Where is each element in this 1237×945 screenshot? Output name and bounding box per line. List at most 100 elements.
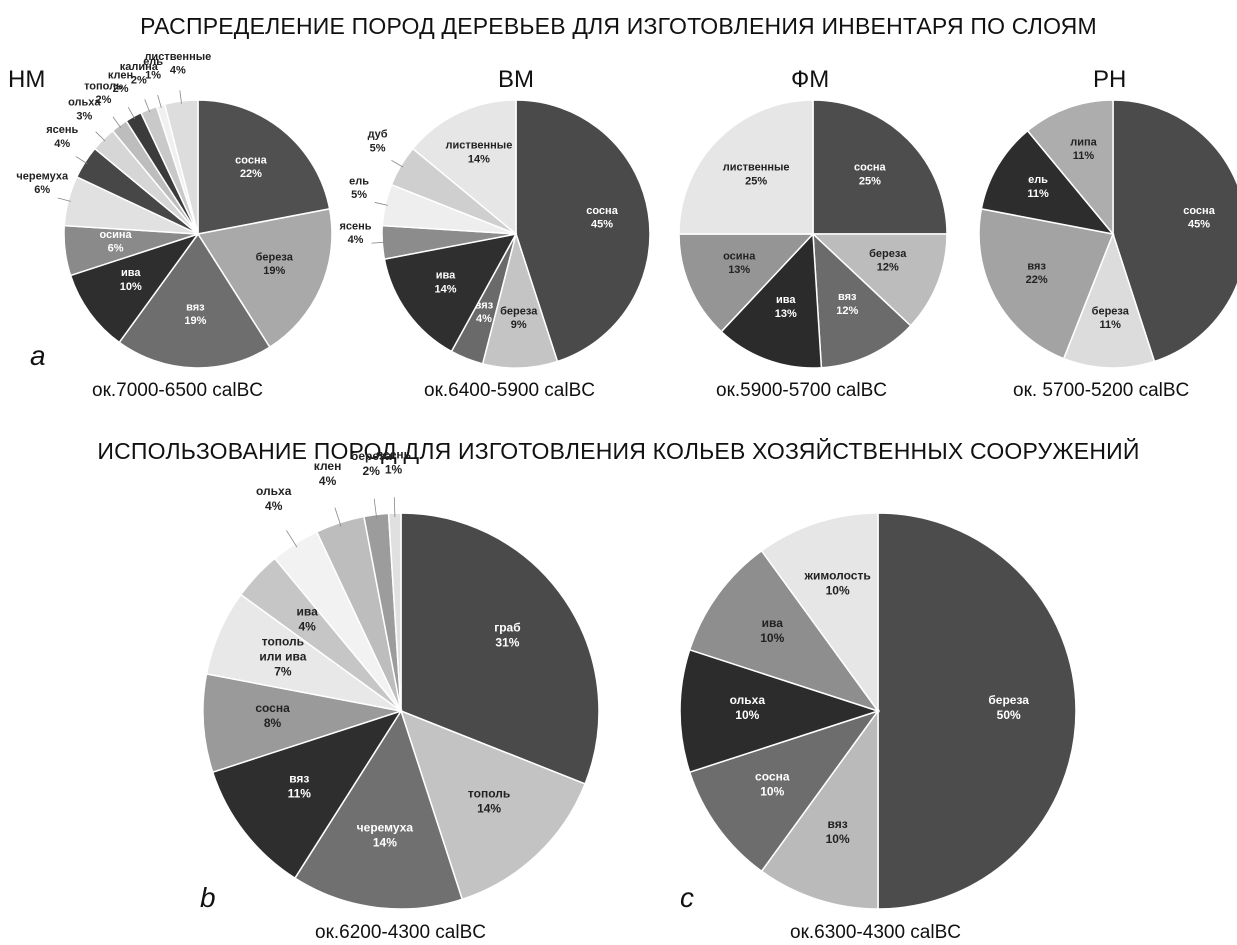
pie-1-leader-9 [112, 116, 122, 128]
pie-2-slice-4 [383, 232, 518, 353]
pie-3-heading: ФМ [791, 66, 830, 93]
pie-6-label-3: сосна 10% [755, 770, 790, 799]
pie-1-label-7: ясень 4% [46, 124, 78, 150]
pie-2-leader-7 [391, 159, 404, 168]
pie-5-caption: ок.6200-4300 calBC [315, 922, 486, 943]
pie-3-caption: ок.5900-5700 calBC [716, 380, 887, 401]
pie-3-slice-2 [811, 233, 948, 327]
pie-4-label-3: вяз 22% [1026, 260, 1048, 286]
pie-4-heading: РН [1093, 66, 1127, 93]
pie-5-label-9: клен 4% [314, 459, 342, 488]
pie-2-slice-1 [515, 99, 651, 363]
pie-4-label-1: сосна 45% [1183, 205, 1215, 231]
pie-3-slice-1 [812, 99, 948, 235]
pie-3-label-1: сосна 25% [854, 162, 886, 188]
pie-5-slice-1 [400, 512, 600, 785]
pie-1-label-4: ива 10% [120, 267, 142, 293]
pie-1-label-2: береза 19% [256, 251, 294, 277]
pie-2-label-8: лиственные 14% [446, 140, 513, 166]
pie-6-label-4: ольха 10% [730, 693, 766, 722]
pie-2-label-5: ясень 4% [339, 220, 371, 246]
pie-1-leader-10 [127, 106, 136, 120]
pie-5-label-2: тополь 14% [468, 787, 510, 816]
pie-3-slice-3 [812, 232, 912, 369]
pie-4-label-5: липа 11% [1070, 136, 1097, 162]
pie-1-slice-2 [196, 208, 333, 349]
pie-5-slice-4 [211, 709, 403, 880]
pie-1-slice-1 [197, 99, 331, 235]
pie-3-label-5: осина 13% [723, 250, 756, 276]
pie-1-leader-7 [75, 156, 88, 164]
panel-letter-b: b [200, 882, 216, 913]
pie-6-slice-5 [688, 549, 880, 713]
pie-2-label-4: ива 14% [435, 270, 457, 296]
pie-4-label-2: береза 11% [1092, 305, 1130, 331]
pie-3-label-3: вяз 12% [836, 291, 858, 317]
pie-1-leader-12 [157, 94, 162, 109]
pie-2-label-3: вяз 4% [475, 299, 494, 325]
pie-1-label-12: ель 1% [143, 56, 163, 82]
panel-letter-a: a [30, 340, 46, 371]
panel-letter-c: c [680, 882, 694, 913]
pie-5-label-1: граб 31% [494, 620, 520, 649]
pie-5: граб 31% тополь 14% черемуха 14% вяз 11% сосна 8%… [202, 447, 600, 910]
pie-1-leader-11 [144, 99, 151, 113]
pie-2-label-7: дуб 5% [368, 129, 388, 155]
pie-3-slice-5 [678, 233, 815, 333]
pie-6-label-5: ива 10% [760, 616, 784, 645]
pie-1-label-5: осина 6% [99, 229, 132, 255]
bottom-title: ИСПОЛЬЗОВАНИЕ ПОРОД ДЛЯ ИЗГОТОВЛЕНИЯ КОЛ… [97, 438, 1140, 464]
pie-6-slice-4 [679, 648, 881, 774]
pie-5-label-8: ольха 4% [256, 484, 292, 513]
pie-5-label-7: ива 4% [297, 605, 319, 634]
pie-5-label-6: тополь или ива 7% [259, 634, 306, 678]
pie-1-label-6: черемуха 6% [16, 170, 69, 196]
pie-1-label-10: клен 2% [108, 69, 133, 95]
pie-4-caption: ок. 5700-5200 calBC [1013, 380, 1190, 401]
top-title: РАСПРЕДЕЛЕНИЕ ПОРОД ДЕРЕВЬЕВ ДЛЯ ИЗГОТОВ… [140, 13, 1097, 39]
pie-2-heading: ВМ [498, 66, 534, 93]
pie-1-label-13: лиственные 4% [144, 51, 211, 77]
pie-5-leader-10 [373, 498, 378, 519]
pie-1: сосна 22% береза 19% вяз 19% ива 10% осина 6% чере… [16, 51, 333, 369]
pie-1-label-11: калина 2% [120, 61, 159, 87]
pie-6-label-1: береза 50% [988, 693, 1029, 722]
pie-6-slice-6 [760, 512, 879, 714]
pie-3-label-6: лиственные 25% [723, 162, 790, 188]
pie-6-slice-3 [688, 709, 880, 873]
pie-1-slice-4 [69, 232, 200, 344]
pie-1-slice-3 [118, 232, 271, 369]
pie-5-label-4: вяз 11% [288, 772, 312, 801]
pie-6-slice-2 [760, 708, 879, 910]
pie-3-label-4: ива 13% [775, 294, 797, 320]
pie-2: сосна 45% береза 9% вяз 4% ива 14% ясень 4% ель 5% д… [339, 99, 651, 369]
pie-1-leader-13 [179, 90, 182, 104]
pie-1-label-9: тополь 2% [84, 80, 123, 106]
pie-3: сосна 25% береза 12% вяз 12% ива 13% осина 13% лис… [678, 99, 948, 369]
pie-2-caption: ок.6400-5900 calBC [424, 380, 595, 401]
pie-1-label-8: ольха 3% [68, 97, 101, 123]
pie-6-caption: ок.6300-4300 calBC [790, 922, 961, 943]
pie-4-slice-3 [978, 208, 1115, 360]
pie-1-leader-6 [57, 197, 71, 202]
pie-5-label-5: сосна 8% [255, 701, 290, 730]
pie-3-slice-4 [720, 232, 823, 369]
pie-4-slice-5 [1026, 99, 1114, 237]
pie-1-label-1: сосна 22% [235, 154, 267, 180]
pie-1-leader-8 [95, 131, 106, 142]
pie-5-leader-11 [393, 497, 396, 518]
pie-6-label-6: жимолость 10% [804, 569, 871, 598]
pie-5-label-10: береза 2% [351, 449, 392, 478]
pie-3-slice-6 [678, 99, 814, 235]
pie-5-leader-9 [334, 507, 342, 527]
pie-6: береза 50% вяз 10% сосна 10% ольха 10% ива 10% жим… [679, 512, 1077, 910]
pie-2-label-2: береза 9% [500, 305, 538, 331]
pie-4-slice-4 [980, 129, 1115, 236]
pie-2-leader-5 [371, 241, 385, 244]
pie-5-label-3: черемуха 14% [357, 820, 414, 849]
pie-4: сосна 45% береза 11% вяз 22% ель 11% липа 11% [978, 99, 1237, 369]
pie-5-slice-3 [293, 709, 464, 910]
pie-4-label-4: ель 11% [1027, 174, 1049, 200]
pie-2-label-1: сосна 45% [586, 205, 618, 231]
